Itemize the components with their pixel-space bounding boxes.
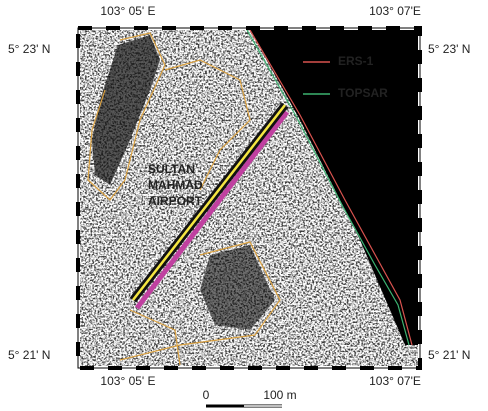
coordinate-label: 5° 21' N (8, 348, 50, 362)
coordinate-label: 5° 21' N (428, 348, 470, 362)
airport-label: SULTAN (148, 162, 195, 176)
sar-image (80, 30, 418, 366)
coordinate-label: 103° 05' E (100, 4, 155, 18)
airport-label: MAHMAD (148, 178, 203, 192)
coordinate-label: 5° 23' N (428, 42, 470, 56)
scale-label: 0 (203, 388, 210, 402)
scale-label: 100 m (263, 388, 296, 402)
airport-label: AIRPORT (148, 194, 203, 208)
coordinate-label: 103° 07'E (369, 374, 421, 388)
map-figure: 103° 05' E 103° 07'E 103° 05' E 103° 07'… (0, 0, 488, 411)
coordinate-label: 5° 23' N (8, 42, 50, 56)
legend-label: ERS-1 (338, 54, 374, 68)
legend-label: TOPSAR (338, 86, 388, 100)
coordinate-label: 103° 05' E (100, 374, 155, 388)
coordinate-label: 103° 07'E (369, 4, 421, 18)
